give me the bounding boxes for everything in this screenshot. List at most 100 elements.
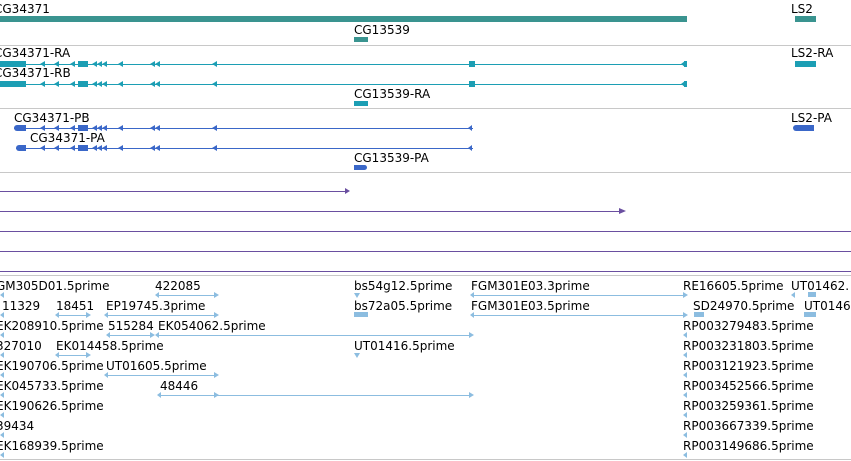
est-label[interactable]: EK054062.5prime — [158, 319, 266, 333]
gene-feature-cg13539[interactable] — [354, 37, 368, 42]
est-label[interactable]: UT01605.5prime — [106, 359, 207, 373]
strand-arrow-icon — [102, 145, 107, 151]
est-label[interactable]: EK208910.5prime — [0, 319, 104, 333]
transcript-exon[interactable] — [469, 61, 475, 67]
protein-segment[interactable] — [16, 145, 26, 151]
strand-arrow-icon — [92, 81, 97, 87]
est-line[interactable] — [158, 295, 216, 296]
alignment-line[interactable] — [0, 191, 345, 192]
alignment-line[interactable] — [0, 231, 851, 232]
est-block[interactable] — [804, 312, 816, 317]
est-label[interactable]: RE16605.5prime — [683, 279, 784, 293]
transcript-exon[interactable] — [78, 81, 88, 87]
est-label[interactable]: bs54g12.5prime — [354, 279, 453, 293]
est-block[interactable] — [354, 312, 368, 317]
est-marker-icon — [0, 352, 4, 358]
transcript-exon[interactable] — [0, 61, 26, 67]
est-marker-icon — [354, 353, 360, 358]
protein-label-cg13539-pa[interactable]: CG13539-PA — [354, 151, 429, 165]
est-label[interactable]: UT01462. — [791, 279, 850, 293]
est-label[interactable]: 422085 — [155, 279, 201, 293]
est-block[interactable] — [694, 312, 704, 317]
est-label[interactable]: RP003121923.5prime — [683, 359, 814, 373]
transcript-label-cg34371-rb[interactable]: CG34371-RB — [0, 66, 71, 80]
est-label[interactable]: EK045733.5prime — [0, 379, 104, 393]
transcript-exon[interactable] — [354, 101, 368, 106]
protein-end-icon — [468, 125, 472, 131]
protein-label-cg34371-pa[interactable]: CG34371-PA — [30, 131, 105, 145]
est-marker-icon — [683, 432, 687, 438]
est-label[interactable]: EP19745.3prime — [106, 299, 206, 313]
est-label[interactable]: RP003279483.5prime — [683, 319, 814, 333]
est-label[interactable]: RP003259361.5prime — [683, 399, 814, 413]
est-label[interactable]: 327010 — [0, 339, 42, 353]
protein-segment[interactable] — [14, 125, 26, 131]
est-line[interactable] — [474, 315, 686, 316]
est-label[interactable]: EK014458.5prime — [56, 339, 164, 353]
gene-label-ls2[interactable]: LS2 — [791, 2, 813, 16]
est-marker-icon — [469, 392, 474, 398]
transcript-exon[interactable] — [684, 81, 687, 87]
est-label[interactable]: GM305D01.5prime — [0, 279, 110, 293]
est-label[interactable]: FGM301E03.5prime — [471, 299, 590, 313]
est-marker-icon — [86, 312, 91, 318]
est-label[interactable]: FGM301E03.3prime — [471, 279, 590, 293]
transcript-exon[interactable] — [684, 61, 687, 67]
strand-arrow-icon — [54, 61, 59, 67]
protein-label-cg34371-pb[interactable]: CG34371-PB — [14, 111, 90, 125]
transcript-label-cg13539-ra[interactable]: CG13539-RA — [354, 87, 431, 101]
est-label[interactable]: EK190706.5prime — [0, 359, 104, 373]
alignment-line[interactable] — [0, 251, 851, 252]
gene-label-cg34371[interactable]: CG34371 — [0, 2, 50, 16]
est-label[interactable]: 18451 — [56, 299, 95, 313]
strand-arrow-icon — [212, 61, 217, 67]
est-label[interactable]: RP003667339.5prime — [683, 419, 814, 433]
gene-feature-ls2[interactable] — [795, 16, 816, 22]
transcript-exon[interactable] — [0, 81, 26, 87]
est-line[interactable] — [106, 315, 216, 316]
protein-segment[interactable] — [78, 145, 88, 151]
transcript-label-cg34371-ra[interactable]: CG34371-RA — [0, 46, 71, 60]
gene-feature-cg34371[interactable] — [0, 16, 687, 22]
transcript-label-ls2-ra[interactable]: LS2-RA — [791, 46, 834, 60]
est-label[interactable]: bs72a05.5prime — [354, 299, 453, 313]
est-marker-icon — [683, 312, 688, 318]
gene-label-cg13539[interactable]: CG13539 — [354, 23, 410, 37]
est-label[interactable]: EK190626.5prime — [0, 399, 104, 413]
est-line[interactable] — [58, 315, 88, 316]
transcript-exon[interactable] — [78, 61, 88, 67]
est-line[interactable] — [108, 335, 152, 336]
est-label[interactable]: RP003231803.5prime — [683, 339, 814, 353]
est-block[interactable] — [808, 292, 816, 297]
est-marker-icon — [470, 292, 474, 298]
est-line[interactable] — [58, 355, 88, 356]
est-line[interactable] — [474, 295, 686, 296]
strand-arrow-icon — [150, 81, 155, 87]
alignment-line[interactable] — [0, 211, 620, 212]
strand-arrow-icon — [155, 81, 160, 87]
protein-segment[interactable] — [793, 125, 814, 131]
est-label[interactable]: 48446 — [160, 379, 199, 393]
est-label[interactable]: SD24970.5prime — [693, 299, 795, 313]
transcript-exon[interactable] — [795, 61, 816, 67]
transcript-exon[interactable] — [469, 81, 475, 87]
est-line[interactable] — [106, 375, 216, 376]
est-label[interactable]: RP003452566.5prime — [683, 379, 814, 393]
est-line[interactable] — [160, 395, 472, 396]
est-label[interactable]: EK168939.5prime — [0, 439, 104, 453]
protein-label-ls2-pa[interactable]: LS2-PA — [791, 111, 832, 125]
est-label[interactable]: RP003149686.5prime — [683, 439, 814, 453]
est-label[interactable]: 515284 — [108, 319, 154, 333]
est-label[interactable]: UT0146 — [804, 299, 851, 313]
est-line[interactable] — [158, 335, 472, 336]
est-marker-icon — [0, 312, 4, 318]
strand-arrow-icon — [54, 145, 59, 151]
est-label[interactable]: 39434 — [0, 419, 35, 433]
track-separator — [0, 108, 851, 109]
protein-segment[interactable] — [354, 165, 367, 170]
alignment-line[interactable] — [0, 271, 851, 272]
strand-arrow-icon — [150, 61, 155, 67]
protein-segment[interactable] — [78, 125, 88, 131]
est-label[interactable]: 11329 — [2, 299, 41, 313]
est-label[interactable]: UT01416.5prime — [354, 339, 455, 353]
